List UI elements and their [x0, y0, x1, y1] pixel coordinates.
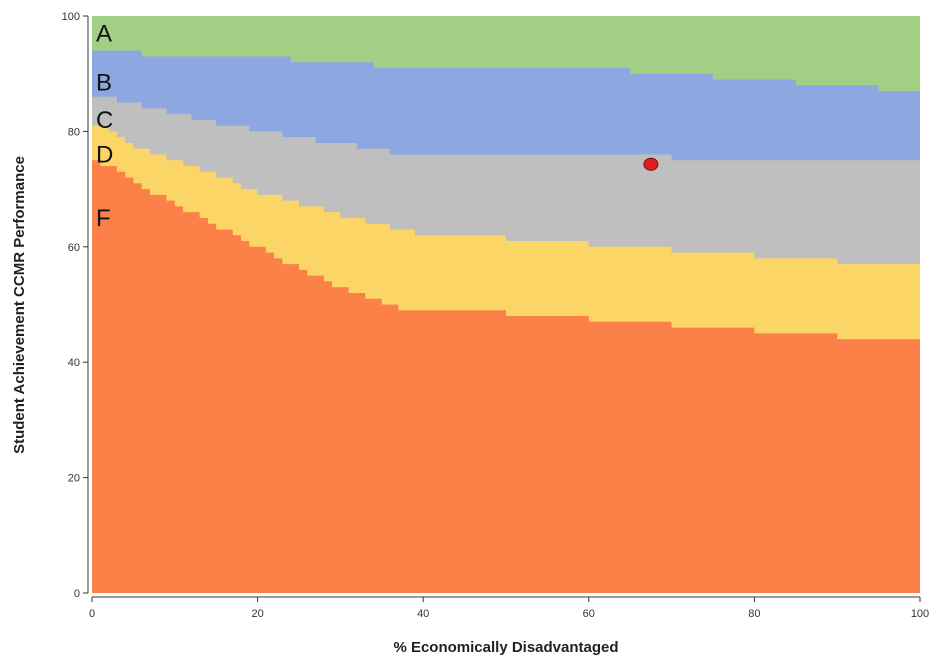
- axes-layer: [87, 16, 920, 598]
- band-label-b: B: [96, 69, 112, 96]
- x-tick-label: 100: [911, 608, 929, 620]
- x-axis-title: % Economically Disadvantaged: [393, 639, 618, 656]
- point-layer: [643, 157, 659, 171]
- band-label-f: F: [96, 205, 111, 232]
- y-tick-label: 40: [68, 357, 80, 369]
- highlight-point: [643, 157, 659, 171]
- band-label-d: D: [96, 141, 113, 168]
- band-f: [92, 160, 920, 593]
- y-axis-title: Student Achievement CCMR Performance: [11, 156, 28, 454]
- band-label-c: C: [96, 107, 113, 134]
- y-tick-label: 100: [62, 11, 80, 23]
- x-tick-label: 20: [251, 608, 263, 620]
- bands-layer: [92, 16, 920, 594]
- y-tick-label: 0: [74, 588, 80, 600]
- y-tick-label: 20: [68, 473, 80, 485]
- y-tick-label: 80: [68, 126, 80, 138]
- x-tick-label: 80: [748, 608, 760, 620]
- ticks-layer: 0 20 40 60 80 100 0 20 40 60 80 100: [62, 11, 930, 620]
- x-tick-label: 0: [89, 608, 95, 620]
- y-tick-label: 60: [68, 242, 80, 254]
- x-tick-label: 60: [583, 608, 595, 620]
- band-label-a: A: [96, 20, 112, 47]
- x-tick-label: 40: [417, 608, 429, 620]
